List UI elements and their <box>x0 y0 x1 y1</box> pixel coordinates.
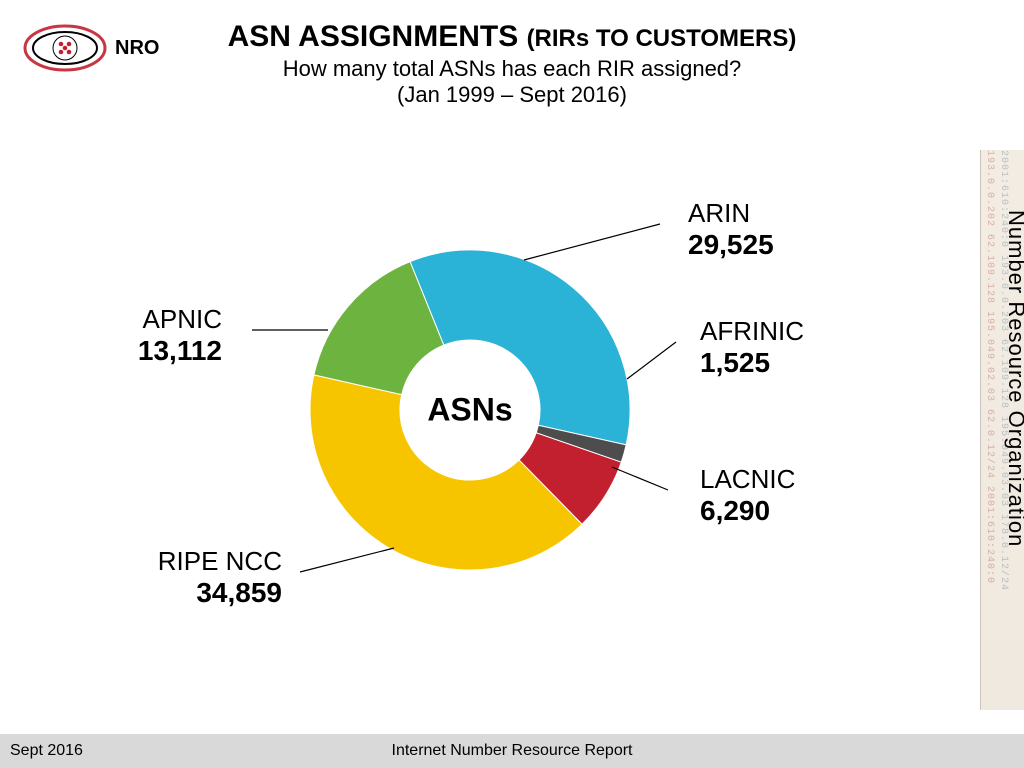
leader-line <box>300 548 394 572</box>
side-org-text: Number Resource Organization <box>1003 210 1024 547</box>
donut-chart: ARIN29,525 AFRINIC1,525 LACNIC6,290 RIPE NC… <box>0 150 980 710</box>
side-band: 193.0.0.202 62.109.128 195.049.02.03 62.… <box>980 150 1024 710</box>
svg-text:1,525: 1,525 <box>700 347 770 378</box>
chart-label-apnic: APNIC13,112 <box>138 304 222 366</box>
title-sub: (RIRs TO CUSTOMERS) <box>527 25 797 52</box>
leader-line <box>524 224 660 260</box>
svg-text:ARIN: ARIN <box>688 198 750 228</box>
date-range: (Jan 1999 – Sept 2016) <box>0 82 1024 108</box>
chart-label-lacnic: LACNIC6,290 <box>700 464 795 526</box>
svg-text:13,112: 13,112 <box>138 335 222 366</box>
donut-center-label: ASNs <box>427 391 512 427</box>
svg-text:APNIC: APNIC <box>143 304 222 334</box>
svg-text:6,290: 6,290 <box>700 495 770 526</box>
footer-title: Internet Number Resource Report <box>0 742 1024 760</box>
nro-logo: NRO <box>20 18 180 78</box>
leader-line <box>627 342 676 379</box>
chart-label-ripe-ncc: RIPE NCC34,859 <box>158 546 282 608</box>
footer-bar: Sept 2016 Internet Number Resource Repor… <box>0 734 1024 768</box>
svg-text:29,525: 29,525 <box>688 229 774 260</box>
svg-text:34,859: 34,859 <box>196 577 282 608</box>
svg-text:NRO: NRO <box>115 37 159 59</box>
svg-text:RIPE NCC: RIPE NCC <box>158 546 282 576</box>
side-faint-text: 193.0.0.202 62.109.128 195.049.02.03 62.… <box>985 150 995 710</box>
chart-label-afrinic: AFRINIC1,525 <box>700 316 804 378</box>
title-main: ASN ASSIGNMENTS <box>228 20 519 53</box>
leader-line <box>612 467 668 490</box>
svg-text:AFRINIC: AFRINIC <box>700 316 804 346</box>
footer-date: Sept 2016 <box>10 742 83 760</box>
svg-text:LACNIC: LACNIC <box>700 464 795 494</box>
chart-label-arin: ARIN29,525 <box>688 198 774 260</box>
